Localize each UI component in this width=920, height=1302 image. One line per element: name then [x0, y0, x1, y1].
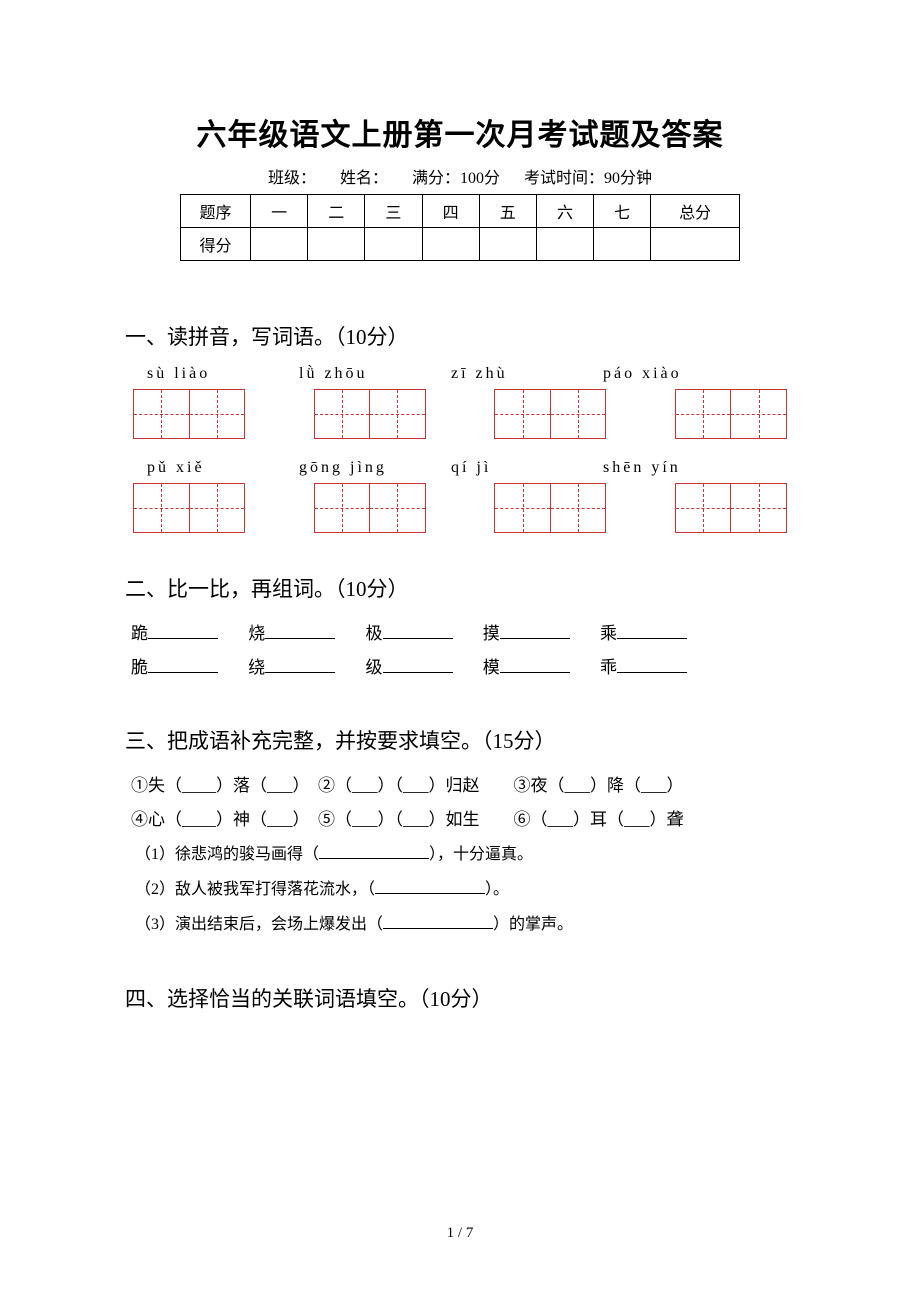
blank — [148, 622, 218, 639]
cell: 一 — [251, 195, 308, 228]
section-heading-1: 一、读拼音，写词语。（10分） — [125, 321, 795, 351]
cell: 七 — [594, 195, 651, 228]
compare-row-top: 跪 烧 极 摸 乘 — [125, 617, 795, 651]
char: 乖 — [600, 658, 617, 677]
table-row: 得分 — [181, 228, 740, 261]
compare-row-bot: 脆 绕 级 模 乖 — [125, 651, 795, 685]
text: ）的掌声。 — [493, 916, 573, 933]
blank — [265, 622, 335, 639]
blank — [383, 622, 453, 639]
char: 极 — [366, 624, 383, 643]
blank — [383, 656, 453, 673]
blank — [500, 656, 570, 673]
write-box — [675, 483, 787, 533]
cell — [251, 228, 308, 261]
cell: 四 — [422, 195, 479, 228]
blank — [500, 622, 570, 639]
write-box — [494, 389, 606, 439]
cell — [479, 228, 536, 261]
page-number: 1 / 7 — [0, 1225, 920, 1242]
cell — [365, 228, 422, 261]
char: 模 — [483, 658, 500, 677]
cell: 得分 — [181, 228, 251, 261]
char: 绕 — [248, 658, 265, 677]
full-label: 满分：100分 — [412, 170, 500, 187]
meta-line: 班级： 姓名： 满分：100分 考试时间：90分钟 — [125, 164, 795, 188]
write-box — [314, 483, 426, 533]
cell — [594, 228, 651, 261]
write-box — [494, 483, 606, 533]
blank — [383, 913, 493, 929]
score-table: 题序 一 二 三 四 五 六 七 总分 得分 — [180, 194, 740, 261]
text: ），十分逼真。 — [429, 846, 533, 863]
text: （2）敌人被我军打得落花流水，（ — [135, 881, 375, 898]
write-box-row — [125, 389, 795, 439]
section-heading-4: 四、选择恰当的关联词语填空。（10分） — [125, 983, 795, 1013]
page: 六年级语文上册第一次月考试题及答案 班级： 姓名： 满分：100分 考试时间：9… — [0, 0, 920, 1302]
text: （1）徐悲鸿的骏马画得（ — [135, 846, 319, 863]
char: 跪 — [131, 624, 148, 643]
table-row: 题序 一 二 三 四 五 六 七 总分 — [181, 195, 740, 228]
pinyin-label: gōng jìng — [297, 459, 409, 477]
blank — [375, 878, 485, 894]
sub-question-2: （2）敌人被我军打得落花流水，（ ）。 — [125, 872, 795, 907]
sub-question-1: （1）徐悲鸿的骏马画得（ ），十分逼真。 — [125, 837, 795, 872]
write-box-row — [125, 483, 795, 533]
pinyin-label: qí jì — [449, 459, 561, 477]
class-label: 班级： — [268, 170, 316, 187]
cell: 三 — [365, 195, 422, 228]
section-heading-3: 三、把成语补充完整，并按要求填空。（15分） — [125, 725, 795, 755]
char: 摸 — [483, 624, 500, 643]
pinyin-label: lǜ zhōu — [297, 365, 409, 383]
pinyin-row-labels: sù liào lǜ zhōu zī zhù páo xiào — [125, 365, 795, 389]
pinyin-label: shēn yín — [601, 459, 713, 477]
write-box — [133, 483, 245, 533]
char: 级 — [366, 658, 383, 677]
cell: 题序 — [181, 195, 251, 228]
text: （3）演出结束后，会场上爆发出（ — [135, 916, 383, 933]
cell: 五 — [479, 195, 536, 228]
blank — [148, 656, 218, 673]
write-box — [133, 389, 245, 439]
cell — [651, 228, 740, 261]
blank — [265, 656, 335, 673]
blank — [319, 843, 429, 859]
blank — [617, 622, 687, 639]
char: 乘 — [600, 624, 617, 643]
cell: 六 — [536, 195, 593, 228]
char: 脆 — [131, 658, 148, 677]
write-box — [675, 389, 787, 439]
page-title: 六年级语文上册第一次月考试题及答案 — [125, 110, 795, 154]
cell — [308, 228, 365, 261]
time-label: 考试时间：90分钟 — [524, 170, 652, 187]
sub-question-3: （3）演出结束后，会场上爆发出（ ）的掌声。 — [125, 907, 795, 942]
char: 烧 — [248, 624, 265, 643]
cell: 总分 — [651, 195, 740, 228]
pinyin-label: pǔ xiě — [145, 459, 257, 477]
idiom-line-2: ④心（____）神（___） ⑤（___）（___）如生 ⑥（___）耳（___… — [125, 803, 795, 837]
section-heading-2: 二、比一比，再组词。（10分） — [125, 573, 795, 603]
cell: 二 — [308, 195, 365, 228]
text: ）。 — [485, 881, 509, 898]
name-label: 姓名： — [340, 170, 388, 187]
write-box — [314, 389, 426, 439]
pinyin-label: páo xiào — [601, 365, 713, 383]
blank — [617, 656, 687, 673]
cell — [422, 228, 479, 261]
cell — [536, 228, 593, 261]
pinyin-row-labels: pǔ xiě gōng jìng qí jì shēn yín — [125, 459, 795, 483]
pinyin-label: zī zhù — [449, 365, 561, 383]
pinyin-label: sù liào — [145, 365, 257, 383]
idiom-line-1: ①失（____）落（___） ②（___）（___）归赵 ③夜（___）降（__… — [125, 769, 795, 803]
